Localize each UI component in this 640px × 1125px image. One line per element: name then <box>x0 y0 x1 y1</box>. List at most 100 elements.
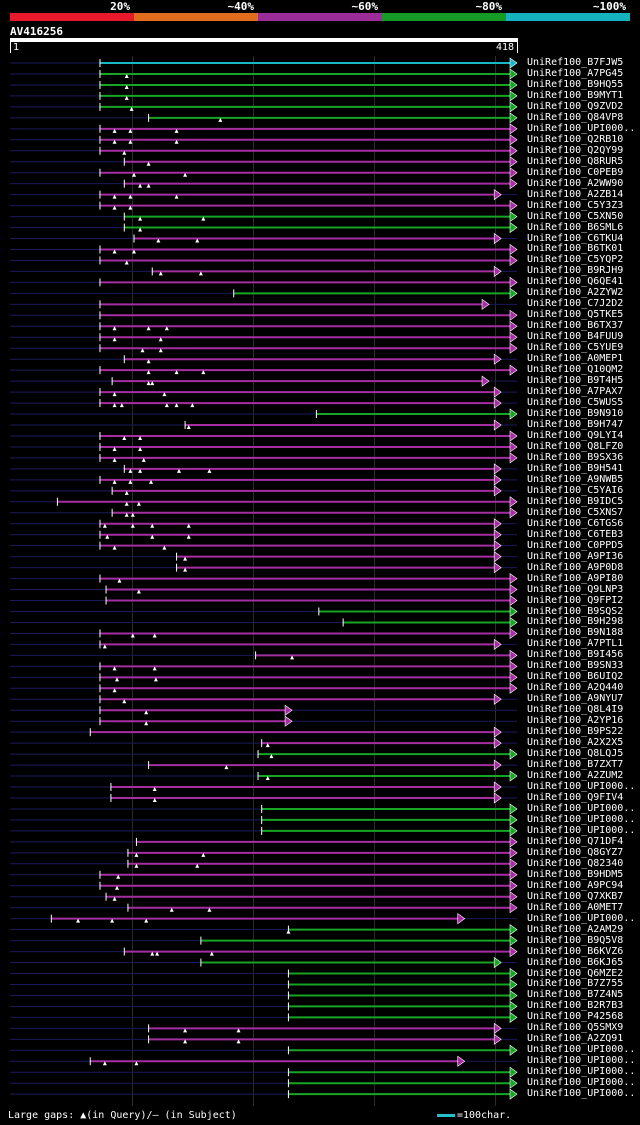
hit-label[interactable]: UniRef100_B9SQS2 <box>527 605 624 617</box>
hit-label[interactable]: UniRef100_C5XNS7 <box>527 506 624 518</box>
hit-label[interactable]: UniRef100_B9H541 <box>527 462 624 474</box>
hit-label[interactable]: UniRef100_B9IDC5 <box>527 495 624 507</box>
hit-label[interactable]: UniRef100_A2X2X5 <box>527 737 624 749</box>
hit-label[interactable]: UniRef100_Q8RUR5 <box>527 155 624 167</box>
hit-end-arrow <box>509 748 518 760</box>
hit-label[interactable]: UniRef100_C7J2D2 <box>527 298 624 310</box>
hit-label[interactable]: UniRef100_B6TK01 <box>527 243 624 255</box>
hit-label[interactable]: UniRef100_A0MEP1 <box>527 353 624 365</box>
hit-label[interactable]: UniRef100_B9H298 <box>527 616 624 628</box>
query-gap-marker <box>102 523 107 528</box>
hit-label[interactable]: UniRef100_B9MYT1 <box>527 89 624 101</box>
query-gap-marker <box>124 501 129 506</box>
hit-label[interactable]: UniRef100_Q84VP8 <box>527 111 624 123</box>
hit-label[interactable]: UniRef100_UPI000.. <box>527 824 636 836</box>
hit-label[interactable]: UniRef100_Q71DF4 <box>527 835 624 847</box>
hit-label[interactable]: UniRef100_Q8L4I9 <box>527 704 624 716</box>
hit-label[interactable]: UniRef100_C5XN50 <box>527 210 624 222</box>
hit-label[interactable]: UniRef100_Q9FPI2 <box>527 594 624 606</box>
hit-label[interactable]: UniRef100_UPI000.. <box>527 781 636 793</box>
hit-label[interactable]: UniRef100_B9Q5V8 <box>527 934 624 946</box>
hit-label[interactable]: UniRef100_A9P0D8 <box>527 561 624 573</box>
hit-label[interactable]: UniRef100_B4FUU9 <box>527 331 624 343</box>
hit-label[interactable]: UniRef100_UPI000.. <box>527 122 636 134</box>
hit-label[interactable]: UniRef100_B9N910 <box>527 408 624 420</box>
hit-label[interactable]: UniRef100_B7Z4N5 <box>527 989 624 1001</box>
hit-label[interactable]: UniRef100_B7Z755 <box>527 978 624 990</box>
hit-label[interactable]: UniRef100_B9RJH9 <box>527 265 624 277</box>
hit-label[interactable]: UniRef100_Q2QY99 <box>527 144 624 156</box>
hit-label[interactable]: UniRef100_B6SML6 <box>527 221 624 233</box>
hit-label[interactable]: UniRef100_UPI000.. <box>527 1044 636 1056</box>
hit-label[interactable]: UniRef100_A9PC94 <box>527 879 624 891</box>
hit-label[interactable]: UniRef100_C5Y3Z3 <box>527 199 624 211</box>
hit-label[interactable]: UniRef100_C0PEB9 <box>527 166 624 178</box>
hit-label[interactable]: UniRef100_Q9LNP3 <box>527 583 624 595</box>
hit-label[interactable]: UniRef100_A2ZQ91 <box>527 1033 624 1045</box>
hit-label[interactable]: UniRef100_Q6QE41 <box>527 276 624 288</box>
hit-label[interactable]: UniRef100_A2ZUM2 <box>527 770 624 782</box>
hit-label[interactable]: UniRef100_C6TGS6 <box>527 517 624 529</box>
hit-label[interactable]: UniRef100_Q8LQJ5 <box>527 748 624 760</box>
hit-label[interactable]: UniRef100_A7PAX7 <box>527 386 624 398</box>
hit-label[interactable]: UniRef100_UPI000.. <box>527 1088 636 1100</box>
hit-label[interactable]: UniRef100_A7PG45 <box>527 67 624 79</box>
hit-label[interactable]: UniRef100_C5YUE9 <box>527 342 624 354</box>
hit-label[interactable]: UniRef100_C6TEB3 <box>527 528 624 540</box>
hit-label[interactable]: UniRef100_UPI000.. <box>527 1066 636 1078</box>
hit-label[interactable]: UniRef100_Q82340 <box>527 857 624 869</box>
hit-label[interactable]: UniRef100_UPI000.. <box>527 813 636 825</box>
hit-label[interactable]: UniRef100_B9T4H5 <box>527 375 624 387</box>
hit-label[interactable]: UniRef100_A9NYU7 <box>527 693 624 705</box>
hit-label[interactable]: UniRef100_P42568 <box>527 1011 624 1023</box>
hit-label[interactable]: UniRef100_UPI000.. <box>527 802 636 814</box>
legend-segment <box>382 13 506 21</box>
hit-label[interactable]: UniRef100_C5WUS5 <box>527 397 624 409</box>
hit-label[interactable]: UniRef100_A7PTL1 <box>527 638 624 650</box>
hit-label[interactable]: UniRef100_B6KJ65 <box>527 956 624 968</box>
hit-label[interactable]: UniRef100_A9PI80 <box>527 572 624 584</box>
hit-label[interactable]: UniRef100_B7ZXT7 <box>527 759 624 771</box>
hit-label[interactable]: UniRef100_Q5SMX9 <box>527 1022 624 1034</box>
hit-label[interactable]: UniRef100_A2Q440 <box>527 682 624 694</box>
hit-label[interactable]: UniRef100_C5YQP2 <box>527 254 624 266</box>
hit-label[interactable]: UniRef100_B9I456 <box>527 649 624 661</box>
hit-label[interactable]: UniRef100_Q6MZE2 <box>527 967 624 979</box>
hit-label[interactable]: UniRef100_B9SX36 <box>527 451 624 463</box>
hit-label[interactable]: UniRef100_B7FJW5 <box>527 57 624 68</box>
hit-label[interactable]: UniRef100_Q2RB10 <box>527 133 624 145</box>
hit-label[interactable]: UniRef100_C6TKU4 <box>527 232 624 244</box>
hit-label[interactable]: UniRef100_A0MET7 <box>527 901 624 913</box>
hit-label[interactable]: UniRef100_Q7XKB7 <box>527 890 624 902</box>
hit-label[interactable]: UniRef100_B9PS22 <box>527 726 624 738</box>
hit-label[interactable]: UniRef100_Q8LFZ0 <box>527 440 624 452</box>
hit-label[interactable]: UniRef100_B2R7B3 <box>527 1000 624 1012</box>
hit-label[interactable]: UniRef100_A9PI36 <box>527 550 624 562</box>
hit-label[interactable]: UniRef100_UPI000.. <box>527 1055 636 1067</box>
hit-label[interactable]: UniRef100_A2YP16 <box>527 715 624 727</box>
hit-label[interactable]: UniRef100_B9SN33 <box>527 660 624 672</box>
hit-label[interactable]: UniRef100_UPI000.. <box>527 1077 636 1089</box>
hit-label[interactable]: UniRef100_A2ZYW2 <box>527 287 624 299</box>
hit-label[interactable]: UniRef100_B9HQ55 <box>527 78 624 90</box>
hit-label[interactable]: UniRef100_B6TX37 <box>527 320 624 332</box>
hit-label[interactable]: UniRef100_B9H747 <box>527 419 624 430</box>
hit-label[interactable]: UniRef100_A2AM29 <box>527 923 624 935</box>
hit-label[interactable]: UniRef100_A2ZB14 <box>527 188 624 200</box>
hit-label[interactable]: UniRef100_Q9FIV4 <box>527 791 624 803</box>
hit-label[interactable]: UniRef100_B6UIQ2 <box>527 671 624 683</box>
hit-label[interactable]: UniRef100_B6KVZ6 <box>527 945 624 957</box>
hit-label[interactable]: UniRef100_Q5TKE5 <box>527 309 624 321</box>
query-gap-marker <box>128 205 133 210</box>
hit-label[interactable]: UniRef100_Q8GYZ7 <box>527 846 624 858</box>
hit-label[interactable]: UniRef100_B9N188 <box>527 627 624 639</box>
hit-label[interactable]: UniRef100_A2WW90 <box>527 177 624 189</box>
hit-label[interactable]: UniRef100_Q10QM2 <box>527 364 624 376</box>
hit-label[interactable]: UniRef100_Q9LYI4 <box>527 429 624 441</box>
hit-label[interactable]: UniRef100_Q9ZVD2 <box>527 100 624 112</box>
hit-label[interactable]: UniRef100_B9HDM5 <box>527 868 624 880</box>
hit-label[interactable]: UniRef100_C5YAI6 <box>527 484 624 496</box>
hit-label[interactable]: UniRef100_A9NWB5 <box>527 473 624 485</box>
hit-label[interactable]: UniRef100_UPI000.. <box>527 912 636 924</box>
hit-label[interactable]: UniRef100_C0PPD5 <box>527 539 624 551</box>
